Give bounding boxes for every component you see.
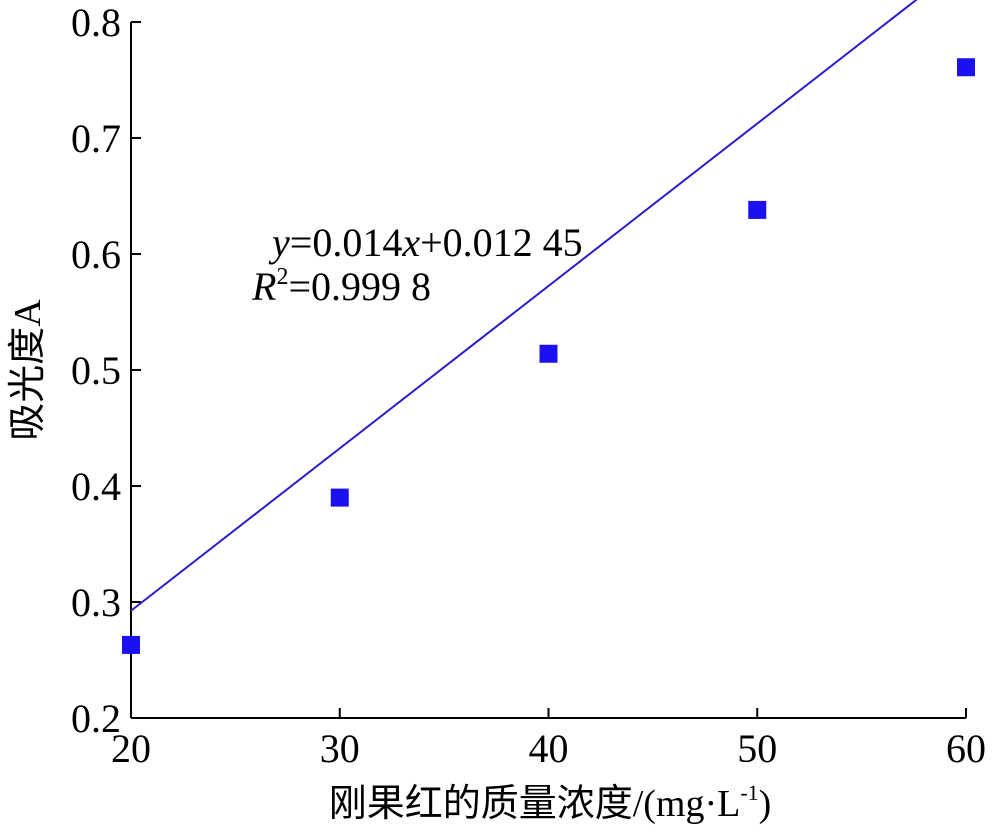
y-tick-label: 0.6 (71, 232, 121, 277)
x-tick-label: 60 (946, 726, 986, 771)
y-tick-label: 0.3 (71, 580, 121, 625)
r-squared-value: =0.999 8 (288, 264, 431, 309)
y-tick-label: 0.4 (71, 464, 121, 509)
data-point (748, 200, 767, 219)
x-tick-label: 40 (529, 726, 569, 771)
y-ticks: 0.2 0.3 0.4 0.5 0.6 0.7 0.8 (71, 0, 141, 741)
data-point (330, 488, 349, 507)
x-axis-title: 刚果红的质量浓度/(mg·L-1) (329, 780, 772, 825)
equation-y-var: y (268, 220, 290, 265)
data-point (957, 58, 975, 77)
y-tick-label: 0.5 (71, 348, 121, 393)
r-squared-sup: 2 (276, 264, 288, 290)
fit-line (130, 0, 918, 612)
y-tick-label: 0.2 (71, 696, 121, 741)
plot-area (122, 0, 975, 654)
y-axis-title: 吸光度A (7, 299, 49, 441)
y-tick-label: 0.8 (71, 0, 121, 45)
equation-annotation: y=0.014x+0.012 45 (268, 220, 583, 265)
x-tick-label: 20 (111, 726, 151, 771)
x-tick-label: 30 (320, 726, 360, 771)
x-ticks: 20 30 40 50 60 (111, 708, 986, 771)
r-squared-var: R (251, 264, 276, 309)
equation-part1: =0.014 (290, 220, 403, 265)
data-point (122, 635, 140, 654)
x-tick-label: 50 (737, 726, 777, 771)
x-axis-title-sup: -1 (740, 780, 758, 805)
x-axis-title-main: 刚果红的质量浓度/(mg·L (329, 783, 741, 825)
equation-part2: +0.012 45 (420, 220, 583, 265)
r-squared-annotation: R2=0.999 8 (251, 264, 431, 309)
y-tick-label: 0.7 (71, 116, 121, 161)
data-point (539, 344, 558, 363)
equation-x-var: x (401, 220, 420, 265)
x-axis-title-end: ) (759, 783, 772, 825)
